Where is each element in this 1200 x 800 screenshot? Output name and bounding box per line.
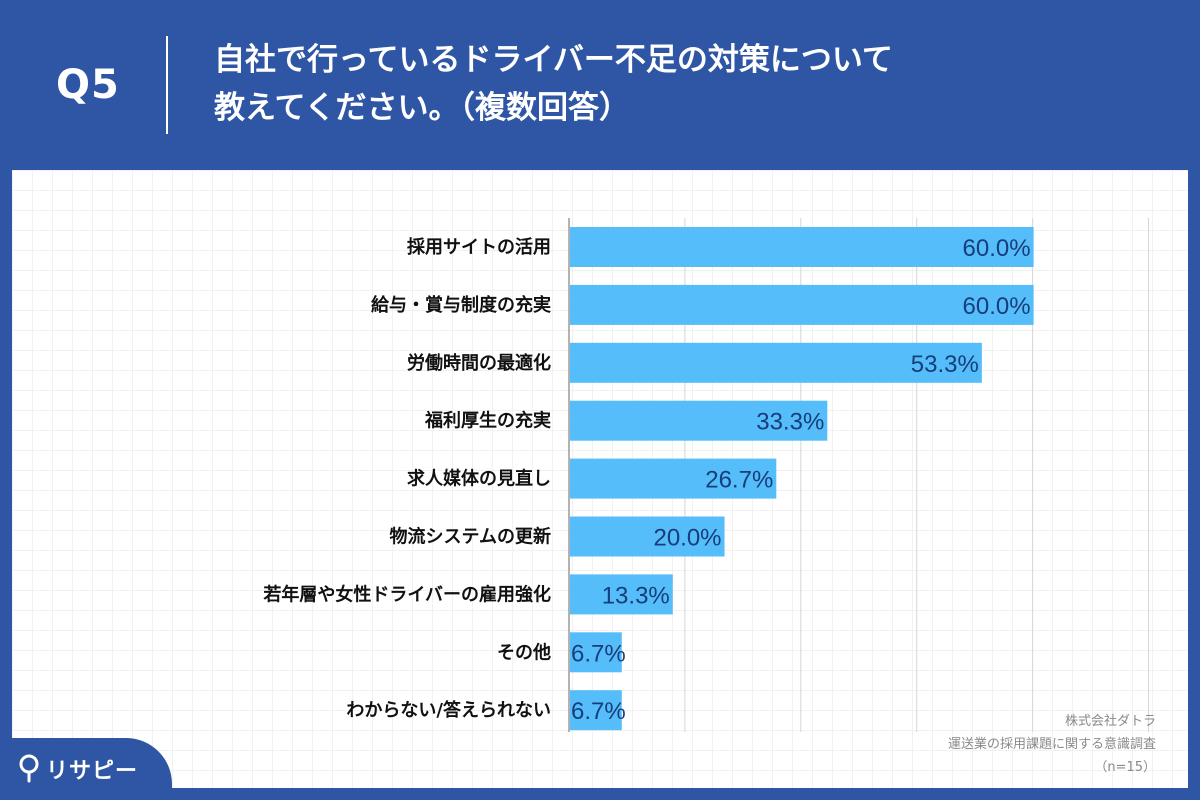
bar <box>570 516 725 557</box>
source-company: 株式会社ダトラ <box>1064 714 1156 729</box>
category-label: 求人媒体の見直し <box>407 468 551 490</box>
question-title: 自社で行っているドライバー不足の対策について 教えてください。（複数回答） <box>214 36 1114 132</box>
brand-name: リサピー <box>46 759 139 784</box>
header: Q5 自社で行っているドライバー不足の対策について 教えてください。（複数回答） <box>0 0 1200 170</box>
category-label: 物流システムの更新 <box>390 526 551 548</box>
bar <box>570 400 828 441</box>
source-sample-size: （n=15） <box>1094 760 1156 775</box>
category-label: その他 <box>497 641 551 663</box>
data-label: 53.3% <box>911 351 979 378</box>
category-label: わからない/答えられない <box>346 699 551 721</box>
question-title-line2: 教えてください。（複数回答） <box>214 90 631 126</box>
brand-badge: リサピー <box>0 738 172 800</box>
category-label: 給与・賞与制度の充実 <box>371 294 551 316</box>
bar <box>570 342 982 383</box>
category-label: 若年層や女性ドライバーの雇用強化 <box>262 583 551 605</box>
data-label: 6.7% <box>571 698 626 725</box>
bar <box>570 458 777 499</box>
data-label: 33.3% <box>756 409 824 436</box>
pin-icon <box>19 754 39 783</box>
data-label: 6.7% <box>571 640 626 667</box>
data-label: 20.0% <box>653 525 721 552</box>
header-divider <box>166 36 168 134</box>
bar <box>570 690 622 731</box>
data-label: 60.0% <box>963 235 1031 262</box>
category-label: 福利厚生の充実 <box>424 410 551 432</box>
question-number: Q5 <box>56 62 120 108</box>
bar-chart: 採用サイトの活用 60.0% 給与・賞与制度の充実 60.0% 労働時間の最適化 53.3… <box>262 218 1150 732</box>
source-survey: 運送業の採用課題に関する意識調査 <box>947 737 1156 752</box>
data-label: 13.3% <box>602 582 670 609</box>
bar <box>570 227 1034 267</box>
category-label: 労働時間の最適化 <box>407 352 551 374</box>
data-label: 26.7% <box>705 467 773 494</box>
chart-panel: 採用サイトの活用 60.0% 給与・賞与制度の充実 60.0% 労働時間の最適化 53.3… <box>12 170 1188 788</box>
bar <box>570 284 1034 325</box>
data-label: 60.0% <box>963 293 1031 320</box>
source-note: 株式会社ダトラ 運送業の採用課題に関する意識調査 （n=15） <box>856 710 1156 779</box>
question-title-line1: 自社で行っているドライバー不足の対策について <box>214 42 893 78</box>
bar <box>570 574 673 615</box>
category-label: 採用サイトの活用 <box>407 236 551 258</box>
bar <box>570 632 622 673</box>
